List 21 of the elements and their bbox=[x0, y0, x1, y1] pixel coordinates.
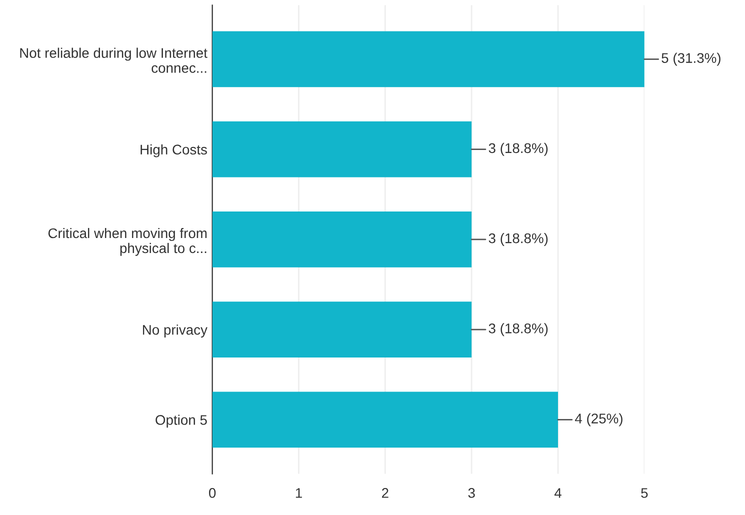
data-label: 4 (25%) bbox=[574, 413, 622, 426]
bar bbox=[212, 31, 644, 88]
x-tick-label: 2 bbox=[382, 488, 388, 498]
bar bbox=[212, 212, 472, 268]
y-tick-label: High Costs bbox=[140, 144, 207, 158]
y-tick-label: Not reliable during low Internet connec... bbox=[20, 48, 208, 73]
data-label: 3 (18.8%) bbox=[488, 233, 548, 246]
x-tick-label: 5 bbox=[641, 488, 648, 498]
data-label: 5 (31.3%) bbox=[662, 52, 720, 66]
y-tick-label: Critical when moving from physical to c... bbox=[48, 228, 207, 256]
y-tick-label: No privacy bbox=[143, 324, 208, 338]
y-tick-label: Option 5 bbox=[156, 414, 207, 428]
x-tick-label: 1 bbox=[296, 488, 302, 498]
bar bbox=[212, 392, 558, 448]
data-label: 3 (18.8%) bbox=[488, 142, 548, 156]
data-label: 3 (18.8%) bbox=[488, 323, 548, 336]
x-tick-label: 4 bbox=[554, 488, 562, 498]
x-tick-label: 0 bbox=[209, 488, 216, 498]
x-tick-label: 3 bbox=[468, 488, 475, 498]
bar bbox=[212, 302, 472, 358]
bar bbox=[212, 121, 472, 178]
